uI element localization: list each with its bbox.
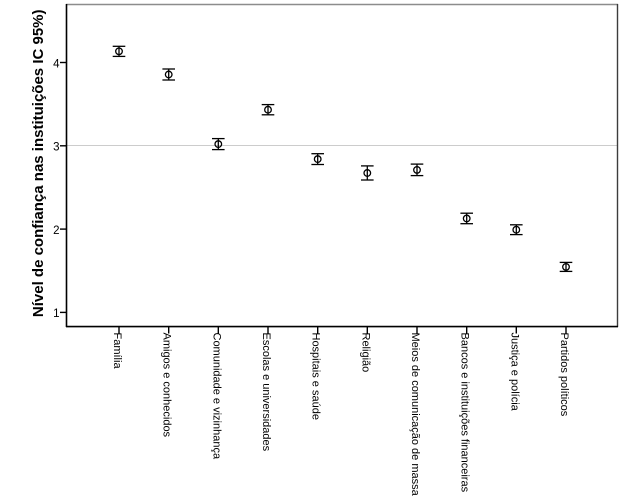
- svg-text:Partidos políticos: Partidos políticos: [558, 333, 570, 417]
- svg-text:Hospitais e saúde: Hospitais e saúde: [310, 333, 322, 420]
- svg-text:Religião: Religião: [359, 333, 371, 373]
- svg-text:Amigos e conhecidos: Amigos e conhecidos: [161, 333, 173, 438]
- svg-text:2: 2: [53, 225, 59, 237]
- svg-text:4: 4: [53, 58, 60, 70]
- svg-text:Escolas e universidades: Escolas e universidades: [260, 333, 272, 452]
- svg-text:Família: Família: [111, 333, 123, 370]
- svg-text:Meios de comunicação de massa: Meios de comunicação de massa: [409, 333, 421, 497]
- svg-text:Comunidade e vizinhança: Comunidade e vizinhança: [210, 333, 222, 460]
- svg-text:Justiça e polícia: Justiça e polícia: [508, 333, 520, 412]
- svg-text:Bancos e instituições financei: Bancos e instituições financeiras: [459, 333, 471, 493]
- svg-text:1: 1: [53, 308, 59, 320]
- svg-text:Nível de confiança nas institu: Nível de confiança nas instituições IC 9…: [30, 9, 47, 317]
- svg-text:3: 3: [53, 142, 59, 154]
